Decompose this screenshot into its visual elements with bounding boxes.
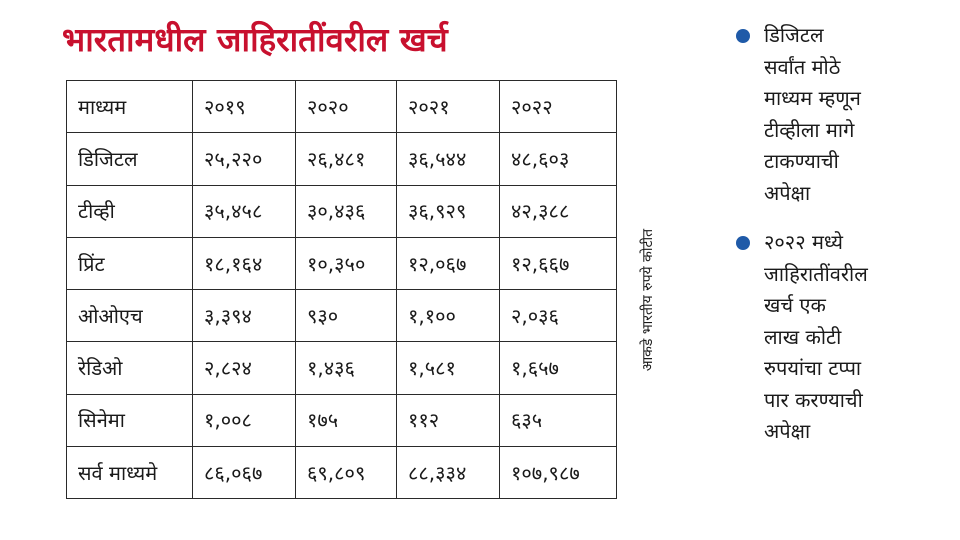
table-cell: ३५,४५८: [192, 184, 296, 238]
header-cell-2021: २०२१: [396, 79, 500, 134]
page-title: भारतामधील जाहिरातींवरील खर्च: [62, 20, 448, 59]
highlight-line: २०२२ मध्ये: [764, 230, 844, 254]
highlight-line: अपेक्षा: [764, 180, 811, 205]
table-cell: ६३५: [499, 393, 617, 448]
table-cell: ४२,३८८: [499, 184, 617, 238]
bullet-dot-icon: [736, 29, 750, 43]
table-row: सिनेमा १,००८ १७५ ११२ ६३५: [66, 393, 617, 448]
row-label: ओओएच: [66, 289, 193, 343]
row-label: सिनेमा: [66, 393, 193, 448]
table-cell: १,५८१: [396, 341, 500, 395]
highlight-line: अपेक्षा: [764, 419, 811, 443]
table-cell: १२,६६७: [499, 236, 617, 291]
table-row: प्रिंट १८,१६४ १०,३५० १२,०६७ १२,६६७: [66, 236, 617, 291]
highlight-line: टीव्हीला मागे: [764, 117, 855, 142]
table-cell: २६,४८१: [295, 132, 397, 186]
table-cell: १,४३६: [295, 341, 397, 395]
table-cell: १०७,९८७: [499, 446, 617, 500]
highlight-line: लाख कोटी: [764, 324, 842, 349]
table-row: टीव्ही ३५,४५८ ३०,४३६ ३६,९२९ ४२,३८८: [66, 184, 617, 238]
table-cell: ३६,९२९: [396, 184, 500, 238]
table-cell: १०,३५०: [295, 236, 397, 291]
table-cell: २५,२२०: [192, 132, 296, 186]
table-cell: ३०,४३६: [295, 184, 397, 238]
table-cell: ६९,८०९: [295, 446, 397, 500]
ad-spend-table: माध्यम २०१९ २०२० २०२१ २०२२ डिजिटल २५,२२०…: [66, 79, 617, 500]
table-cell: ३६,५४४: [396, 132, 500, 186]
table-cell: १,६५७: [499, 341, 617, 395]
highlight-item: २०२२ मध्ये जाहिरातींवरील खर्च एक लाख कोट…: [736, 227, 946, 448]
row-label: प्रिंट: [66, 236, 193, 291]
table-cell: ८८,३३४: [396, 446, 500, 500]
table-cell: २,०३६: [499, 289, 617, 343]
table-cell: ८६,०६७: [192, 446, 296, 500]
row-label: डिजिटल: [66, 132, 193, 186]
bullet-dot-icon: [736, 236, 750, 250]
highlight-line: माध्यम म्हणून: [764, 86, 861, 110]
table-row: डिजिटल २५,२२० २६,४८१ ३६,५४४ ४८,६०३: [66, 132, 617, 186]
header-cell-medium: माध्यम: [66, 79, 193, 134]
table-cell: ११२: [396, 393, 500, 448]
table-cell: १,००८: [192, 393, 296, 448]
table-total-row: सर्व माध्यमे ८६,०६७ ६९,८०९ ८८,३३४ १०७,९८…: [66, 446, 617, 500]
unit-note: आकडे भारतीय रुपये कोटीत: [640, 228, 656, 372]
highlight-line: जाहिरातींवरील: [764, 261, 868, 286]
highlight-line: रुपयांचा टप्पा: [764, 356, 862, 380]
row-label: सर्व माध्यमे: [66, 446, 193, 500]
highlights-list: डिजिटल सर्वांत मोठे माध्यम म्हणून टीव्ही…: [736, 20, 946, 466]
row-label: रेडिओ: [66, 341, 193, 395]
header-cell-2022: २०२२: [499, 79, 617, 134]
row-label: टीव्ही: [66, 184, 193, 238]
header-cell-2019: २०१९: [192, 79, 296, 134]
highlight-item: डिजिटल सर्वांत मोठे माध्यम म्हणून टीव्ही…: [736, 20, 946, 209]
table-row: रेडिओ २,८२४ १,४३६ १,५८१ १,६५७: [66, 341, 617, 395]
highlight-line: खर्च एक: [764, 293, 826, 317]
table-cell: २,८२४: [192, 341, 296, 395]
header-cell-2020: २०२०: [295, 79, 397, 134]
table-cell: १८,१६४: [192, 236, 296, 291]
table-cell: १२,०६७: [396, 236, 500, 291]
table-header-row: माध्यम २०१९ २०२० २०२१ २०२२: [66, 79, 617, 134]
table-cell: ४८,६०३: [499, 132, 617, 186]
table-cell: ९३०: [295, 289, 397, 343]
highlight-line: सर्वांत मोठे: [764, 54, 841, 79]
table-row: ओओएच ३,३९४ ९३० १,१०० २,०३६: [66, 289, 617, 343]
table-cell: १,१००: [396, 289, 500, 343]
highlight-line: टाकण्याची: [764, 149, 839, 173]
table-cell: ३,३९४: [192, 289, 296, 343]
highlight-line: डिजिटल: [764, 23, 824, 47]
highlight-line: पार करण्याची: [764, 387, 863, 412]
table-cell: १७५: [295, 393, 397, 448]
